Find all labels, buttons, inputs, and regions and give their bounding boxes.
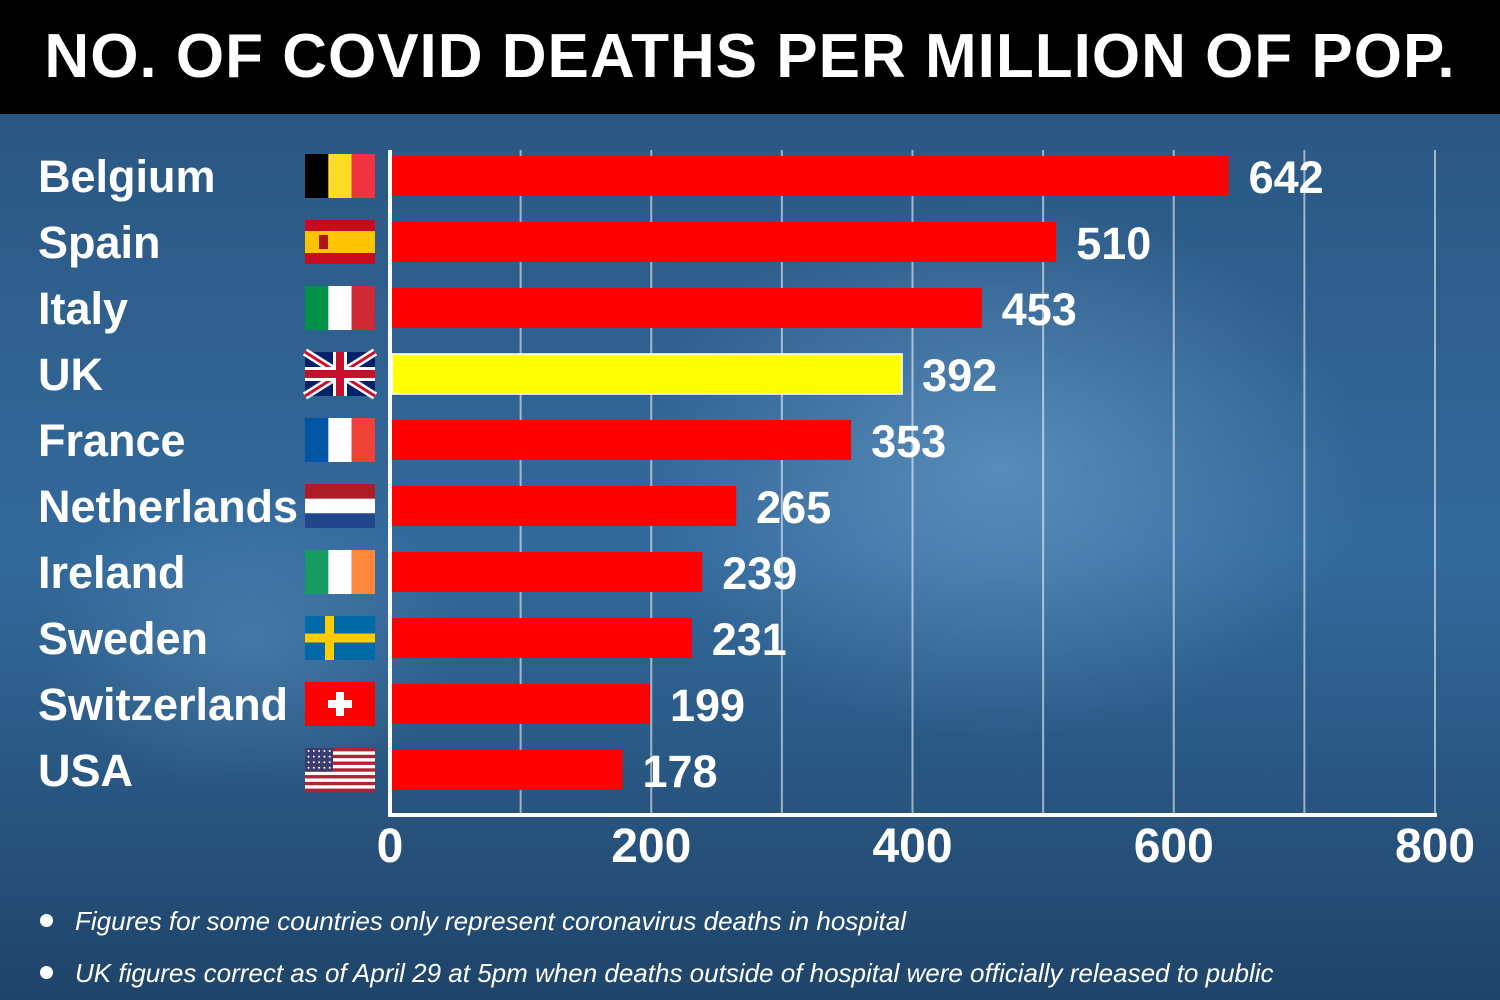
value-label-belgium: 642	[1249, 152, 1324, 203]
bars	[391, 156, 1229, 790]
category-label-uk: UK	[38, 349, 103, 400]
category-label-belgium: Belgium	[38, 151, 216, 202]
value-label-sweden: 231	[712, 614, 787, 665]
flag-italy-icon	[305, 286, 375, 330]
footnote-2: UK figures correct as of April 29 at 5pm…	[40, 947, 1480, 999]
category-label-netherlands: Netherlands	[38, 481, 298, 532]
flag-uk-icon	[302, 348, 378, 400]
value-label-spain: 510	[1076, 218, 1151, 269]
value-label-france: 353	[871, 416, 946, 467]
bullet-icon	[40, 913, 53, 927]
labels: 0 200 400 600 800 Belgium 642 Spain 510 Italy 453 U…	[38, 151, 1475, 873]
footnote-text: UK figures correct as of April 29 at 5pm…	[75, 958, 1274, 988]
category-label-sweden: Sweden	[38, 613, 208, 664]
value-label-uk: 392	[922, 350, 997, 401]
bar-ireland	[392, 552, 703, 592]
category-label-spain: Spain	[38, 217, 161, 268]
flags	[302, 154, 378, 793]
category-label-usa: USA	[38, 745, 133, 796]
flag-belgium-icon	[305, 154, 375, 198]
x-tick-label: 0	[377, 820, 404, 873]
bar-belgium	[392, 156, 1229, 196]
axes	[388, 150, 1437, 817]
footnote-1: Figures for some countries only represen…	[40, 895, 1480, 947]
footnote-text: Figures for some countries only represen…	[75, 906, 906, 936]
bar-italy	[392, 288, 982, 328]
category-label-ireland: Ireland	[38, 547, 186, 598]
bar-netherlands	[392, 486, 737, 526]
x-tick-label: 400	[872, 820, 952, 873]
bar-spain	[392, 222, 1057, 262]
bullet-icon	[40, 965, 53, 979]
x-tick-label: 600	[1134, 820, 1214, 873]
bar-usa	[392, 750, 623, 790]
category-label-switzerland: Switzerland	[38, 679, 288, 730]
flag-netherlands-icon	[305, 484, 375, 528]
value-label-usa: 178	[643, 746, 718, 797]
flag-spain-icon	[305, 220, 375, 264]
category-label-france: France	[38, 415, 186, 466]
flag-sweden-icon	[305, 616, 375, 660]
flag-france-icon	[305, 418, 375, 462]
chart-title: NO. OF COVID DEATHS PER MILLION OF POP.	[0, 0, 1500, 114]
bar-switzerland	[392, 684, 650, 724]
bar-france	[392, 420, 852, 460]
category-label-italy: Italy	[38, 283, 128, 334]
bar-sweden	[392, 618, 692, 658]
x-tick-label: 200	[611, 820, 691, 873]
x-tick-label: 800	[1395, 820, 1475, 873]
value-label-netherlands: 265	[756, 482, 831, 533]
bar-uk	[391, 353, 903, 395]
value-label-ireland: 239	[722, 548, 797, 599]
footnotes: Figures for some countries only represen…	[40, 895, 1480, 999]
flag-ireland-icon	[305, 550, 375, 594]
value-label-italy: 453	[1002, 284, 1077, 335]
flag-switzerland-icon	[305, 682, 375, 726]
flag-usa-icon	[305, 748, 375, 793]
value-label-switzerland: 199	[670, 680, 745, 731]
